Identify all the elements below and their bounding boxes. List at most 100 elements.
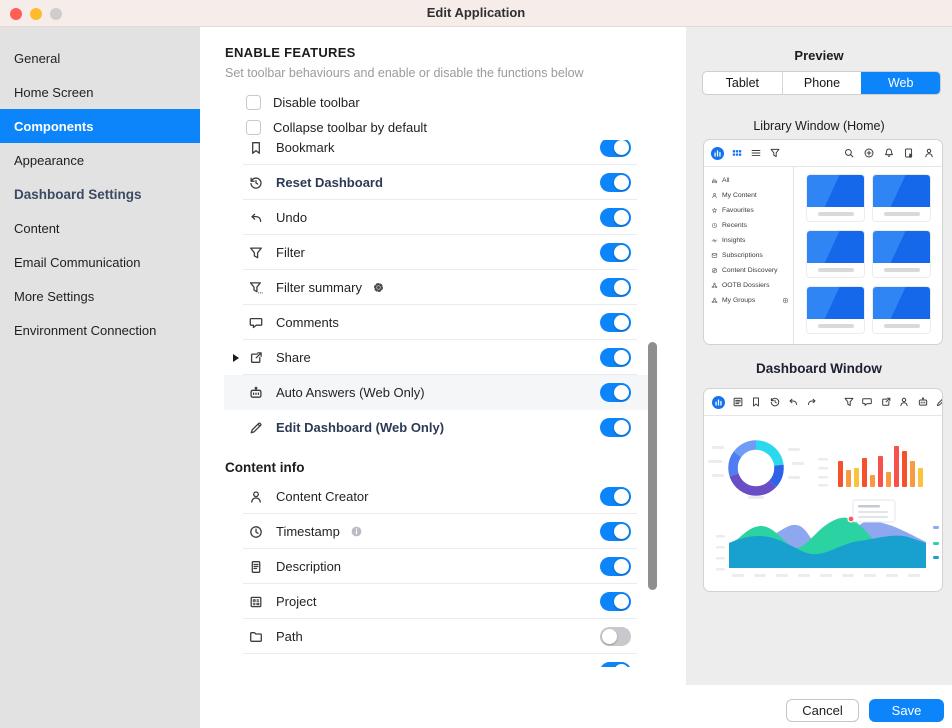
feature-row[interactable]: Share bbox=[224, 340, 652, 375]
toggle-knob bbox=[614, 350, 629, 365]
disclosure-triangle-icon[interactable] bbox=[233, 353, 239, 362]
toggle-switch[interactable] bbox=[600, 522, 631, 541]
list-view-icon[interactable] bbox=[750, 147, 762, 159]
sidebar-item-more-settings[interactable]: More Settings bbox=[14, 288, 95, 304]
feature-row[interactable]: Filter bbox=[224, 235, 652, 270]
add-icon[interactable] bbox=[863, 147, 875, 159]
library-sidebar-item[interactable]: All bbox=[704, 173, 793, 188]
history-icon[interactable] bbox=[769, 396, 781, 408]
device-tab-web[interactable]: Web bbox=[861, 72, 940, 94]
search-icon[interactable] bbox=[843, 147, 855, 159]
sidebar-item-dashboard-settings: Dashboard Settings bbox=[14, 186, 142, 202]
sidebar-item-environment-connection[interactable]: Environment Connection bbox=[14, 322, 157, 338]
toggle-switch[interactable] bbox=[600, 208, 631, 227]
library-content-card[interactable] bbox=[873, 287, 930, 333]
library-sidebar-item[interactable]: Favourites bbox=[704, 203, 793, 218]
comment-icon[interactable] bbox=[861, 396, 873, 408]
close-button[interactable] bbox=[10, 8, 22, 20]
library-sidebar-item[interactable]: My Groups bbox=[704, 293, 793, 308]
account-icon[interactable] bbox=[923, 147, 935, 159]
redo-icon[interactable] bbox=[806, 396, 818, 408]
notifications-icon[interactable] bbox=[883, 147, 895, 159]
feature-row[interactable]: Undo bbox=[224, 200, 652, 235]
card-title-placeholder bbox=[817, 212, 854, 216]
library-content-card[interactable] bbox=[807, 175, 864, 221]
toggle-switch[interactable] bbox=[600, 278, 631, 297]
cancel-button[interactable]: Cancel bbox=[786, 699, 859, 722]
export-icon[interactable] bbox=[903, 147, 915, 159]
toggle-switch[interactable] bbox=[600, 140, 631, 157]
row-divider bbox=[243, 374, 637, 375]
sidebar-item-general[interactable]: General bbox=[14, 50, 61, 66]
sidebar-item-components[interactable]: Components bbox=[0, 109, 200, 143]
gear-icon[interactable] bbox=[372, 281, 385, 294]
library-sidebar-item[interactable]: Content Discovery bbox=[704, 263, 793, 278]
logo-icon[interactable] bbox=[712, 395, 725, 409]
toggle-switch[interactable] bbox=[600, 592, 631, 611]
undo-icon[interactable] bbox=[787, 396, 799, 408]
toggle-switch[interactable] bbox=[600, 662, 631, 667]
checkbox[interactable] bbox=[246, 95, 261, 110]
sidebar-item-home-screen[interactable]: Home Screen bbox=[14, 84, 94, 100]
save-button[interactable]: Save bbox=[869, 699, 944, 722]
library-sidebar-label: Insights bbox=[722, 237, 746, 244]
toggle-switch[interactable] bbox=[600, 383, 631, 402]
filter-icon bbox=[248, 245, 264, 261]
toggle-switch[interactable] bbox=[600, 487, 631, 506]
grid-view-icon[interactable] bbox=[731, 147, 743, 159]
library-content-card[interactable] bbox=[807, 287, 864, 333]
device-tab-phone[interactable]: Phone bbox=[781, 72, 862, 94]
sidebar-item-appearance[interactable]: Appearance bbox=[14, 152, 85, 168]
feature-row[interactable]: Project bbox=[224, 584, 652, 619]
toggle-switch[interactable] bbox=[600, 313, 631, 332]
filter-icon[interactable] bbox=[843, 396, 855, 408]
toggle-switch[interactable] bbox=[600, 557, 631, 576]
info-icon[interactable] bbox=[350, 525, 363, 538]
library-sidebar-item[interactable]: Recents bbox=[704, 218, 793, 233]
sidebar-item-content[interactable]: Content bbox=[14, 220, 60, 236]
library-content-card[interactable] bbox=[873, 231, 930, 277]
filter-icon[interactable] bbox=[769, 147, 781, 159]
feature-row[interactable]: Bookmark bbox=[224, 140, 652, 165]
pencil-icon[interactable] bbox=[935, 396, 942, 408]
toggle-switch[interactable] bbox=[600, 627, 631, 646]
feature-row[interactable] bbox=[224, 654, 652, 667]
sidebar-item-email-communication[interactable]: Email Communication bbox=[14, 254, 141, 270]
logo-icon[interactable] bbox=[711, 146, 724, 160]
feature-row[interactable]: Description bbox=[224, 549, 652, 584]
share-icon[interactable] bbox=[880, 396, 892, 408]
feature-label: Undo bbox=[276, 210, 308, 225]
feature-row[interactable]: Comments bbox=[224, 305, 652, 340]
toggle-knob bbox=[614, 559, 629, 574]
bookmark-icon[interactable] bbox=[750, 396, 762, 408]
library-sidebar-item[interactable]: Subscriptions bbox=[704, 248, 793, 263]
row-divider bbox=[243, 164, 637, 165]
library-sidebar-label: Content Discovery bbox=[722, 267, 778, 274]
library-content-card[interactable] bbox=[873, 175, 930, 221]
row-divider bbox=[243, 618, 637, 619]
feature-row[interactable]: Reset Dashboard bbox=[224, 165, 652, 200]
library-sidebar-item[interactable]: Insights bbox=[704, 233, 793, 248]
toggle-switch[interactable] bbox=[600, 243, 631, 262]
library-sidebar-item[interactable]: My Content bbox=[704, 188, 793, 203]
toc-icon[interactable] bbox=[732, 396, 744, 408]
scrollbar-thumb[interactable] bbox=[648, 342, 657, 590]
device-tab-tablet[interactable]: Tablet bbox=[725, 76, 760, 90]
dashboard-art bbox=[708, 440, 939, 577]
feature-row[interactable]: Content Creator bbox=[224, 479, 652, 514]
feature-row[interactable]: Path bbox=[224, 619, 652, 654]
feature-row[interactable]: Timestamp bbox=[224, 514, 652, 549]
toggle-switch[interactable] bbox=[600, 348, 631, 367]
library-sidebar-item[interactable]: OOTB Dossiers bbox=[704, 278, 793, 293]
toggle-switch[interactable] bbox=[600, 173, 631, 192]
feature-row[interactable]: Edit Dashboard (Web Only) bbox=[224, 410, 652, 445]
person-icon[interactable] bbox=[898, 396, 910, 408]
toggle-switch[interactable] bbox=[600, 418, 631, 437]
feature-row[interactable]: Auto Answers (Web Only) bbox=[224, 375, 652, 410]
robot-icon[interactable] bbox=[917, 396, 929, 408]
feature-row[interactable]: Filter summary bbox=[224, 270, 652, 305]
checkbox[interactable] bbox=[246, 120, 261, 135]
add-small-icon[interactable] bbox=[782, 297, 789, 304]
library-content-card[interactable] bbox=[807, 231, 864, 277]
minimize-button[interactable] bbox=[30, 8, 42, 20]
